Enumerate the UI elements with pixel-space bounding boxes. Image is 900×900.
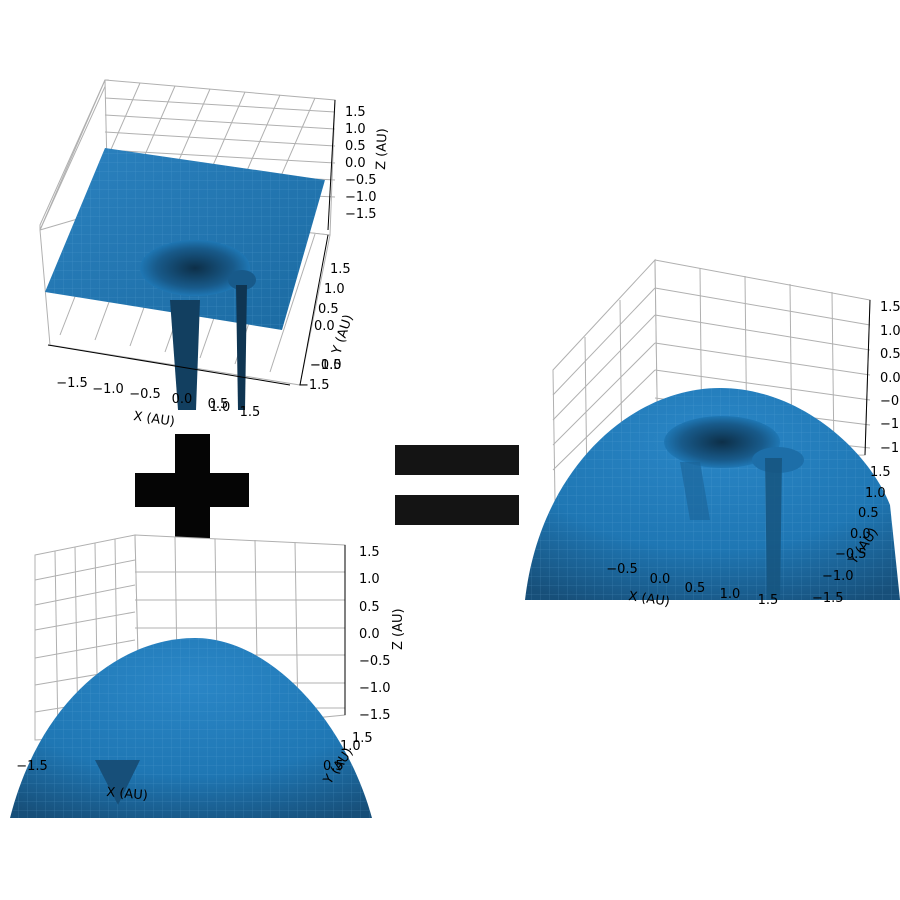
bottom-left-z-tick-3: 0.0 — [359, 627, 380, 642]
right-x-tick-1: 0.0 — [650, 572, 671, 587]
top-left-x-tick-5: 1.0 — [210, 400, 231, 415]
right-y-tick-labels: 1.5 1.0 0.5 0.0 −0.5 −1.0 −1.5 — [812, 465, 891, 606]
right-x-tick-4: 1.5 — [758, 593, 779, 608]
top-left-z-tick-6: −1.5 — [345, 207, 377, 222]
bottom-left-z-tick-0: 1.5 — [359, 545, 380, 560]
top-left-y-tick-0: 1.5 — [330, 262, 351, 277]
bottom-left-y-tick-1: 1.0 — [340, 739, 361, 754]
bottom-left-z-tick-6: −1.5 — [359, 708, 391, 723]
equals-bottom-bar — [395, 495, 519, 525]
right-z-tick-4: −0.5 — [880, 394, 900, 409]
plus-vertical-bar — [175, 434, 210, 547]
right-x-axis-label: X (AU) — [627, 589, 670, 610]
top-left-z-tick-labels: 1.5 1.0 0.5 0.0 −0.5 −1.0 −1.5 — [345, 105, 377, 222]
top-left-y-tick-6: −1.5 — [298, 378, 330, 393]
top-left-y-tick-5: −1.0 — [310, 358, 342, 373]
bottom-left-z-axis-label: Z (AU) — [391, 608, 406, 650]
right-z-tick-labels: 1.5 1.0 0.5 0.0 −0.5 −1.0 −1.5 — [880, 300, 900, 456]
top-left-z-tick-4: −0.5 — [345, 173, 377, 188]
right-x-tick-3: 1.0 — [720, 587, 741, 602]
top-left-x-tick-3: 0.0 — [172, 392, 193, 407]
right-axis-lines — [864, 299, 871, 456]
bottom-left-z-tick-2: 0.5 — [359, 600, 380, 615]
right-x-tick-0: −0.5 — [606, 562, 638, 577]
bottom-left-z-tick-4: −0.5 — [359, 654, 391, 669]
right-y-tick-4: −0.5 — [835, 547, 867, 562]
bottom-left-z-tick-labels: 1.5 1.0 0.5 0.0 −0.5 −1.0 −1.5 — [359, 545, 391, 723]
top-left-z-tick-1: 1.0 — [345, 122, 366, 137]
right-x-tick-2: 0.5 — [685, 581, 706, 596]
bottom-left-surface — [10, 638, 372, 818]
top-left-y-tick-4: −0.5 — [310, 358, 342, 373]
top-left-z-axis-label: Z (AU) — [374, 128, 390, 170]
top-left-x-tick-labels: −1.5 −1.0 −0.5 0.0 0.51.0 1.5 — [56, 376, 260, 420]
right-y-tick-1: 1.0 — [865, 486, 886, 501]
top-left-z-tick-0: 1.5 — [345, 105, 366, 120]
right-x-tick-labels: −0.5 0.0 0.5 1.0 1.5 — [606, 562, 778, 608]
right-z-tick-0: 1.5 — [880, 300, 900, 315]
top-left-x-axis-label: X (AU) — [132, 409, 175, 430]
top-left-y-tick-2: 0.5 — [318, 302, 339, 317]
bottom-left-z-tick-1: 1.0 — [359, 572, 380, 587]
top-left-x-tick-6: 1.5 — [240, 405, 261, 420]
bottom-left-y-tick-0: 1.5 — [352, 731, 373, 746]
right-y-tick-3: 0.0 — [850, 527, 871, 542]
top-left-y-tick-3: 0.0 — [314, 319, 335, 334]
top-left-y-tick-labels: 1.5 1.0 0.5 0.0 −0.5−1.0 −1.5 — [298, 262, 351, 393]
right-y-tick-0: 1.5 — [870, 465, 891, 480]
top-left-z-tick-3: 0.0 — [345, 156, 366, 171]
bottom-left-y-tick-labels: 1.51.0 0.5 — [323, 731, 373, 774]
plot-bottom-left: −1.5 1.51.00.5 1.51.00.50.0−0.5−1.0−1.5 … — [10, 534, 406, 818]
top-left-z-tick-5: −1.0 — [345, 190, 377, 205]
right-z-tick-6: −1.5 — [880, 441, 900, 456]
top-left-y-tick-1: 1.0 — [324, 282, 345, 297]
plot-top-left: −1.5 −1.0 −0.5 0.0 0.51.0 1.5 1.51.00.50.0−0.… — [39, 79, 390, 430]
right-surface — [525, 388, 900, 600]
right-z-tick-1: 1.0 — [880, 324, 900, 339]
bottom-left-x-tick-labels: −1.5 — [16, 759, 48, 774]
right-y-tick-6: −1.5 — [812, 591, 844, 606]
bottom-left-x-axis-label: X (AU) — [106, 785, 149, 804]
plot-right: −0.5 0.0 0.5 1.0 1.5 1.5 1.0 0.5 0.0 −0.5 −1.0 −1.… — [525, 258, 900, 610]
bottom-left-y-tick-2: 0.5 — [323, 759, 344, 774]
top-left-x-tick-2: −0.5 — [129, 387, 161, 402]
right-z-tick-5: −1.0 — [880, 417, 900, 432]
bottom-left-z-tick-5: −1.0 — [359, 681, 391, 696]
equals-operator — [395, 445, 519, 525]
right-z-tick-2: 0.5 — [880, 347, 900, 362]
right-y-tick-5: −1.0 — [822, 569, 854, 584]
right-y-tick-2: 0.5 — [858, 506, 879, 521]
top-left-x-tick-0: −1.5 — [56, 376, 88, 391]
plus-operator — [135, 434, 249, 547]
right-z-tick-3: 0.0 — [880, 371, 900, 386]
top-left-surface — [45, 148, 325, 410]
top-left-z-tick-2: 0.5 — [345, 139, 366, 154]
top-left-x-tick-1: −1.0 — [92, 382, 124, 397]
top-left-axis-lines — [47, 99, 336, 386]
bottom-left-x-tick-0: −1.5 — [16, 759, 48, 774]
equals-top-bar — [395, 445, 519, 475]
top-left-x-tick-4: 0.5 — [208, 397, 229, 412]
